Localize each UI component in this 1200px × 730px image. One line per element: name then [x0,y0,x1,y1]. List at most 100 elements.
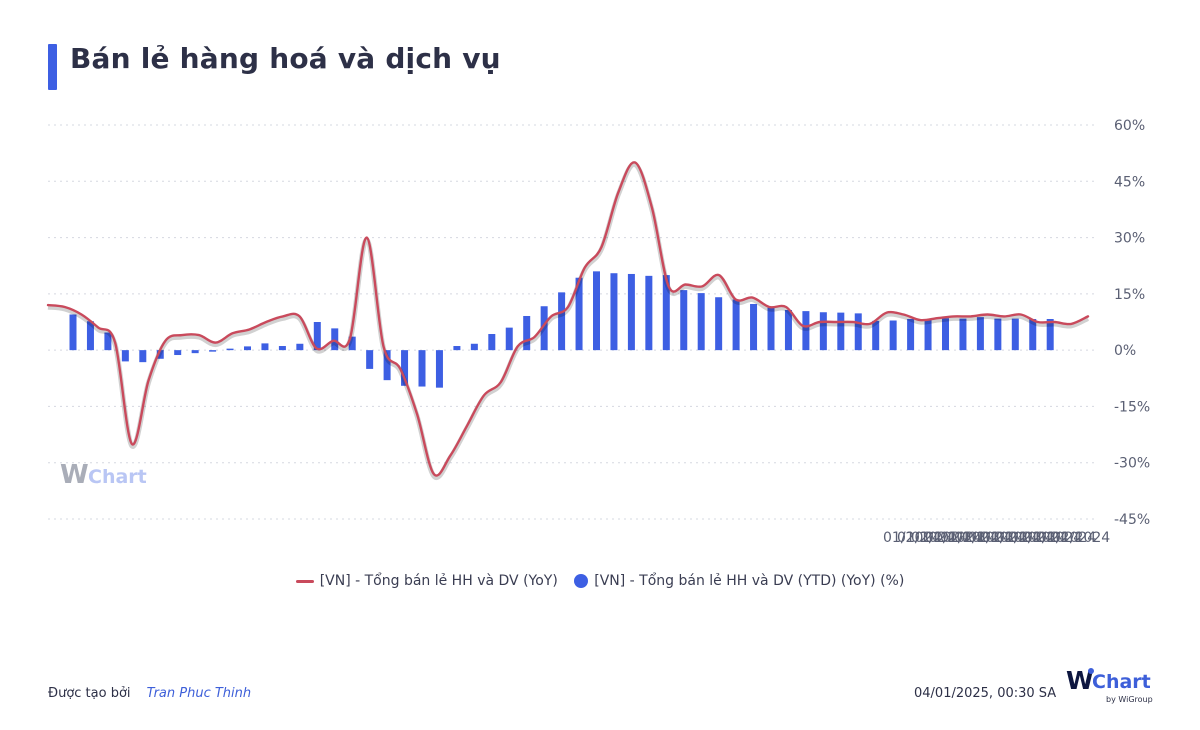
bar [209,350,217,352]
bar [837,312,845,351]
bar [366,350,374,369]
bar [174,350,182,356]
brand-tagline: by WiGroup [1106,695,1153,704]
bar [418,350,426,387]
bar [575,277,583,351]
legend-bar-swatch [574,574,589,588]
bar [505,327,513,351]
x-tick-label: 01/2024 [911,530,969,546]
bar [1046,318,1054,351]
y-tick-label: 30% [1114,231,1145,247]
footer-credit: Được tạo bởi Tran Phuc Thinh [48,686,251,701]
bar [278,346,286,351]
y-tick-label: 15% [1114,287,1145,303]
bar [662,275,670,351]
watermark-w: W [60,460,89,490]
bar [627,273,635,351]
bar [401,350,409,386]
bar [802,311,810,351]
bar [558,292,566,351]
legend-line-swatch [295,579,314,583]
bar [767,307,775,351]
bar [470,343,478,351]
x-tick-label: 01/2024 [1024,530,1082,546]
bar [296,343,304,351]
bar [976,317,984,351]
bar [331,328,339,351]
y-tick-label: 45% [1114,174,1145,190]
brand-logo[interactable]: W Chart by WiGroup [1066,666,1156,706]
bar [540,306,548,351]
legend-item-line[interactable]: [VN] - Tổng bán lẻ HH và DV (YoY) [295,573,558,589]
x-tick-label: 01/2024 [996,530,1054,546]
bar [226,348,234,351]
bar [697,293,705,351]
bar [1011,318,1019,351]
bar [453,346,461,351]
bar [261,343,269,351]
watermark-logo: W Chart [60,460,170,494]
bar [819,312,827,351]
bar [924,318,932,351]
legend-line-label: [VN] - Tổng bán lẻ HH và DV (YoY) [319,573,558,589]
footer-timestamp: 04/01/2025, 00:30 SA [914,686,1057,701]
bar [854,313,862,351]
bar [86,321,94,351]
bar [942,318,949,351]
y-tick-label: -15% [1114,399,1150,415]
x-tick-label: 01/2024 [954,530,1012,546]
bar [488,334,496,351]
chart-title: Bán lẻ hàng hoá và dịch vụ [70,42,501,75]
bar [732,299,740,351]
x-tick-label: 01/2024 [940,530,998,546]
chart-area: 60%45%30%15%0%-15%-30%-45%01/202401/2024… [46,118,1150,546]
bar [435,350,443,388]
bar [610,273,618,351]
bar [750,303,758,351]
bar [593,271,600,351]
bar [784,309,792,351]
bar [645,275,653,351]
series-line-shadow [47,161,1090,481]
bar [889,320,897,351]
series-line [46,161,1090,477]
legend-bar-label: [VN] - Tổng bán lẻ HH và DV (YTD) (YoY) … [594,573,905,589]
title-accent-bar [48,44,57,90]
bar [313,322,321,351]
y-tick-label: 60% [1114,118,1145,134]
brand-dot [1088,668,1094,674]
bar [244,346,251,351]
bar [715,297,723,351]
legend-item-bar[interactable]: [VN] - Tổng bán lẻ HH và DV (YTD) (YoY) … [574,573,904,589]
y-tick-label: 0% [1114,343,1136,359]
bar [191,350,199,354]
x-tick-label: 01/2024 [897,530,955,546]
bar [1029,318,1037,351]
x-tick-label: 01/2024 [1052,530,1110,546]
bar [383,350,391,381]
bar [959,318,967,351]
legend: [VN] - Tổng bán lẻ HH và DV (YoY) [VN] -… [0,573,1200,589]
bar [156,350,164,359]
brand-chart: Chart [1092,671,1151,693]
bar [104,332,112,351]
author-link[interactable]: Tran Phuc Thinh [146,686,252,701]
bar [348,336,356,351]
bar [139,350,147,363]
y-tick-label: -30% [1114,456,1150,472]
y-tick-label: -45% [1114,512,1150,528]
watermark-chart: Chart [88,466,147,488]
x-tick-label: 01/2024 [1038,530,1096,546]
bar [680,290,688,351]
created-by-label: Được tạo bởi [48,686,131,701]
bar [907,318,915,351]
x-tick-label: 01/2024 [883,530,941,546]
x-tick-label: 01/2024 [968,530,1026,546]
x-tick-label: 01/2024 [1010,530,1068,546]
bar [523,315,531,351]
bar [69,314,77,351]
bar [121,350,129,362]
x-tick-label: 01/2024 [982,530,1040,546]
x-tick-label: 01/2024 [925,530,983,546]
bar [872,320,880,351]
